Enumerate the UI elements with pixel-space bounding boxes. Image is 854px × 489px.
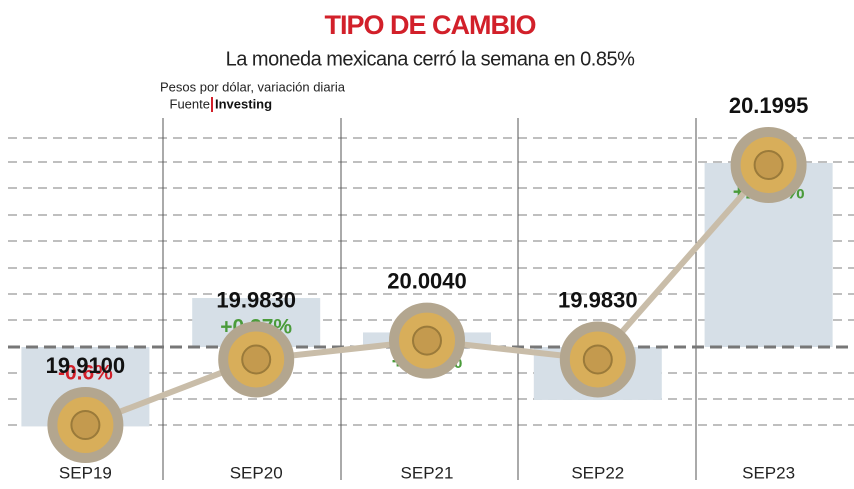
coin-center	[71, 411, 99, 439]
source: Investing	[215, 96, 272, 111]
x-tick-label: SEP19	[59, 463, 112, 482]
chart: TIPO DE CAMBIO La moneda mexicana cerró …	[0, 0, 854, 489]
coin-center	[242, 345, 270, 373]
value-label: 19.9830	[216, 287, 296, 312]
x-tick-label: SEP20	[230, 463, 283, 482]
x-tick-label: SEP22	[571, 463, 624, 482]
chart-title: TIPO DE CAMBIO	[324, 10, 535, 40]
source-label: Fuente	[170, 96, 210, 111]
rate-line	[85, 165, 768, 425]
x-tick-label: SEP21	[401, 463, 454, 482]
x-tick-label: SEP23	[742, 463, 795, 482]
chart-note: Pesos por dólar, variación diaria	[160, 79, 346, 94]
value-label: 20.1995	[729, 93, 809, 118]
coin-center	[755, 151, 783, 179]
coin-center	[584, 345, 612, 373]
chart-subtitle: La moneda mexicana cerró la semana en 0.…	[226, 48, 635, 70]
value-label: 19.9100	[46, 353, 126, 378]
coin-center	[413, 327, 441, 355]
value-label: 19.9830	[558, 287, 638, 312]
value-label: 20.0040	[387, 268, 467, 293]
